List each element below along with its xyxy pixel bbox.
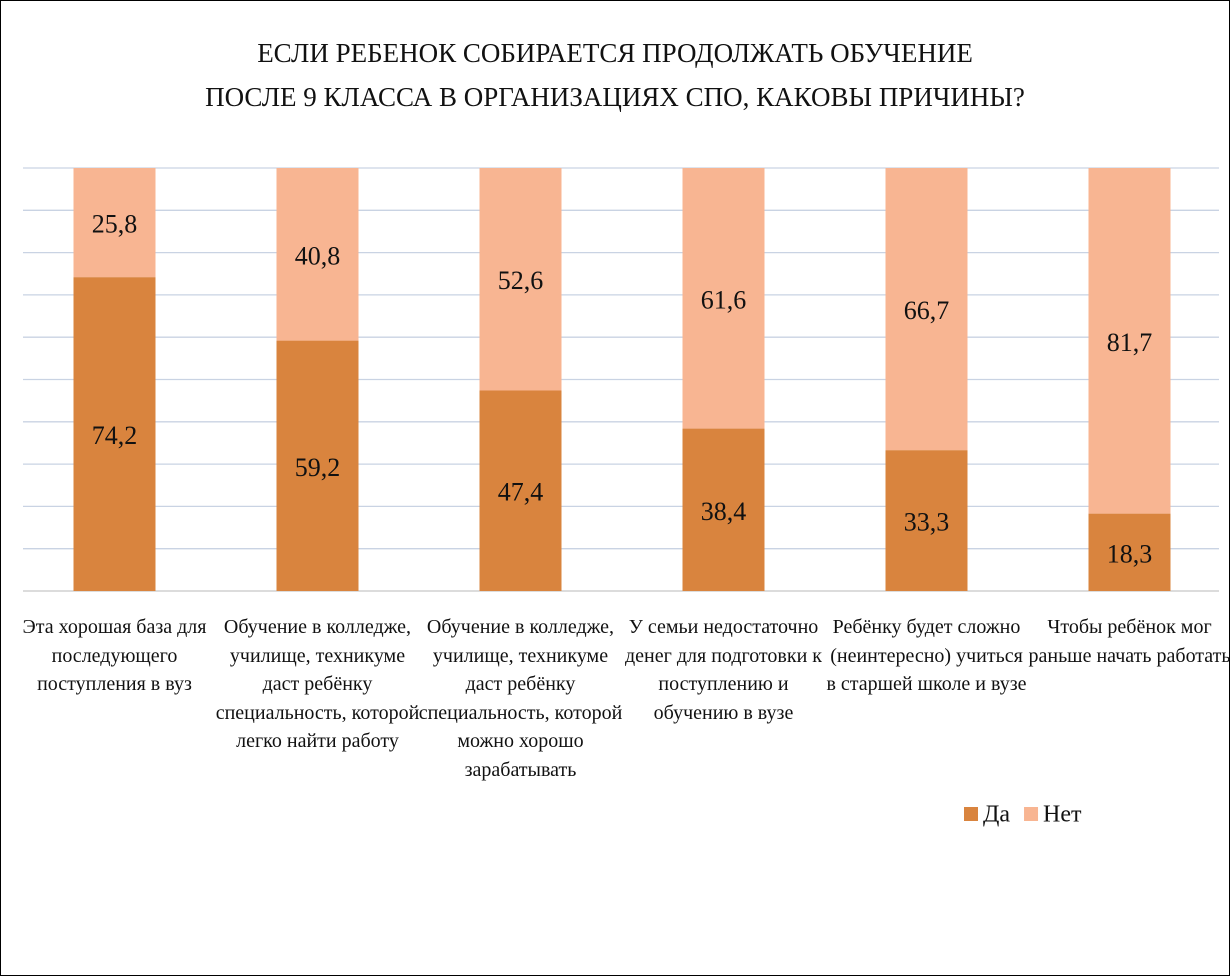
data-label: 59,2 [295,453,341,482]
data-label: 81,7 [1107,328,1153,357]
bar-segment [682,168,765,429]
data-label: 38,4 [701,497,747,526]
bar-segment [885,450,968,591]
x-tick-label: Эта хорошая база для последующего поступ… [22,616,207,695]
bar-segment [73,168,156,278]
bar-segment [682,428,765,591]
legend-swatch [964,807,978,821]
bar-segment [479,168,562,391]
legend-label: Нет [1043,802,1082,828]
bar-segment [276,168,359,341]
data-label: 33,3 [904,508,950,537]
data-label: 47,4 [498,478,544,507]
data-label: 74,2 [92,421,138,450]
bar-segment [1088,513,1171,591]
legend-swatch [1024,807,1039,821]
data-label: 25,8 [92,210,138,239]
bar-segment [1088,168,1171,514]
data-label: 61,6 [701,285,747,314]
bar-segment [73,277,156,591]
x-tick-label: Обучение в колледже, училище, техникуме … [418,616,623,781]
data-label: 66,7 [904,296,950,325]
x-tick-label: У семьи недостаточно денег для подготовк… [625,616,822,724]
chart-title: ЕСЛИ РЕБЕНОК СОБИРАЕТСЯ ПРОДОЛЖАТЬ ОБУЧЕ… [205,38,1025,112]
legend-label: Да [983,802,1010,828]
bar-segment [885,168,968,451]
data-label: 40,8 [295,241,341,270]
x-tick-label: Чтобы ребёнок мог раньше начать работать [1028,616,1230,667]
data-label: 18,3 [1107,539,1153,568]
x-tick-label: Ребёнку будет сложно (неинтересно) учить… [826,616,1027,695]
x-tick-label: Обучение в колледже, училище, техникуме … [215,616,420,752]
data-label: 52,6 [498,266,544,295]
bar-segment [479,390,562,591]
bar-segment [276,340,359,591]
